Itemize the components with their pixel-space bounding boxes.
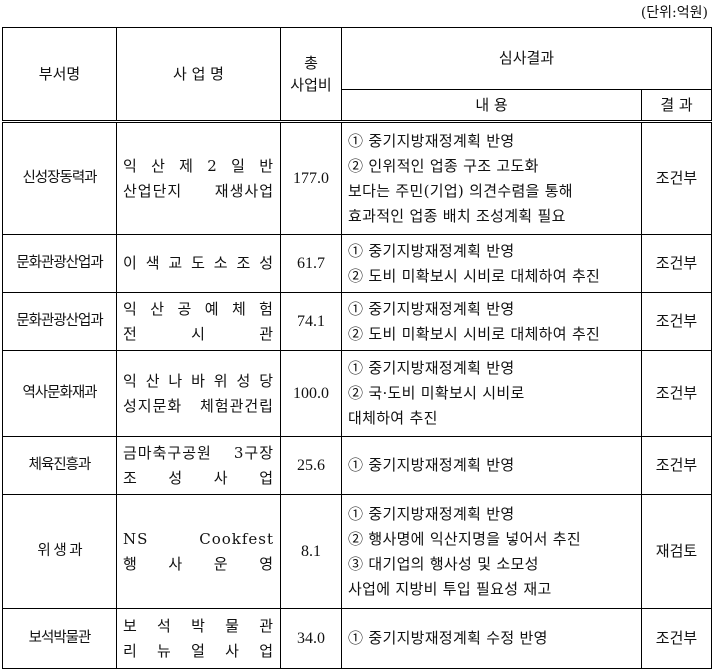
result-cell: 조건부: [640, 436, 713, 495]
table-body: 신성장동력과 익 산 제 2 일 반 산업단지 재생사업 177.0 ① 중기지방재정계…: [2, 121, 713, 669]
dept-cell: 위 생 과: [2, 494, 117, 609]
content-line: ① 중기지방재정계획 반영: [348, 456, 515, 474]
content-line: ③ 대기업의 행사성 및 소모성: [348, 554, 539, 573]
project-line: 보 석 박 물 관: [123, 616, 274, 635]
content-line: ① 중기지방재정계획 반영: [348, 131, 515, 150]
content-line: ② 인위적인 업종 구조 고도화: [348, 156, 539, 175]
result-cell: 재검토: [640, 494, 713, 609]
content-line: ② 행사명에 익산지명을 넣어서 추진: [348, 529, 581, 548]
project-line: 익 산 나 바 위 성 당: [123, 371, 274, 390]
dept-cell: 문화관광산업과: [2, 234, 117, 293]
project-line: 성지문화 체험관건립: [123, 396, 274, 415]
project-cell: NS Cookfest 행 사 운 영: [116, 494, 281, 609]
table-row: 체육진흥과 금마축구공원 3구장 조 성 사 업 25.6 ① 중기지방재정계획 반영 조…: [2, 436, 713, 495]
header-cost-line2: 사업비: [290, 76, 332, 94]
result-cell: 조건부: [640, 292, 713, 351]
project-line: 조 성 사 업: [123, 468, 274, 487]
project-line: 익 산 공 예 체 험: [123, 299, 274, 318]
content-cell: ① 중기지방재정계획 수정 반영: [341, 608, 642, 669]
table-row: 위 생 과 NS Cookfest 행 사 운 영 8.1 ① 중기지방재정계획 반영 ②…: [2, 494, 713, 609]
result-cell: 조건부: [640, 350, 713, 437]
content-cell: ① 중기지방재정계획 반영: [341, 436, 642, 495]
content-line: ① 중기지방재정계획 반영: [348, 241, 515, 260]
content-line: 사업에 지방비 투입 필요성 재고: [348, 579, 552, 598]
dept-cell: 문화관광산업과: [2, 292, 117, 351]
content-line: ② 국·도비 미확보시 시비로: [348, 384, 525, 402]
header-dept: 부서명: [2, 27, 117, 123]
header-review: 심사결과: [340, 27, 713, 90]
project-line: 이 색 교 도 소 조 성: [123, 254, 274, 272]
header-cost: 총 사업비: [280, 27, 342, 123]
project-line: 산업단지 재생사업: [123, 181, 274, 200]
header-cost-line1: 총: [304, 54, 318, 72]
content-cell: ① 중기지방재정계획 반영 ② 도비 미확보시 시비로 대체하여 추진: [341, 234, 642, 293]
cost-cell: 34.0: [280, 608, 342, 669]
dept-cell: 역사문화재과: [2, 350, 117, 437]
content-line: ① 중기지방재정계획 반영: [348, 359, 515, 377]
review-results-table: 부서명 사 업 명 총 사업비 심사결과 내 용 결 과 신성장동력과 익 산 제…: [2, 27, 713, 669]
cost-cell: 177.0: [280, 121, 342, 235]
content-line: ② 도비 미확보시 시비로 대체하여 추진: [348, 324, 601, 343]
content-line: 효과적인 업종 배치 조성계획 필요: [348, 206, 566, 225]
table-row: 문화관광산업과 이 색 교 도 소 조 성 61.7 ① 중기지방재정계획 반영 ② 도…: [2, 234, 713, 293]
project-line: 행 사 운 영: [123, 554, 274, 573]
content-line: ① 중기지방재정계획 반영: [348, 299, 515, 318]
unit-label: (단위:억원): [640, 5, 708, 21]
content-line: ① 중기지방재정계획 수정 반영: [348, 629, 548, 647]
cost-cell: 100.0: [280, 350, 342, 437]
cost-cell: 61.7: [280, 234, 342, 293]
cost-cell: 74.1: [280, 292, 342, 351]
cost-cell: 8.1: [280, 494, 342, 609]
header-project: 사 업 명: [116, 27, 281, 123]
project-line: 리 뉴 얼 사 업: [123, 641, 274, 660]
header-content: 내 용: [341, 89, 642, 123]
dept-cell: 보석박물관: [2, 608, 117, 669]
project-line: 금마축구공원 3구장: [123, 443, 274, 462]
dept-cell: 체육진흥과: [2, 436, 117, 495]
project-line: NS Cookfest: [123, 529, 274, 548]
cost-cell: 25.6: [280, 436, 342, 495]
project-line: 전 시 관: [123, 324, 274, 343]
result-cell: 조건부: [640, 121, 713, 235]
content-line: ① 중기지방재정계획 반영: [348, 504, 515, 523]
table-row: 신성장동력과 익 산 제 2 일 반 산업단지 재생사업 177.0 ① 중기지방재정계…: [2, 121, 713, 235]
content-line: 보다는 주민(기업) 의견수렴을 통해: [348, 181, 573, 200]
project-line: 익 산 제 2 일 반: [123, 156, 274, 175]
dept-cell: 신성장동력과: [2, 121, 117, 235]
result-cell: 조건부: [640, 234, 713, 293]
content-line: 대체하여 추진: [348, 409, 438, 427]
result-cell: 조건부: [640, 608, 713, 669]
content-cell: ① 중기지방재정계획 반영 ② 행사명에 익산지명을 넣어서 추진 ③ 대기업의 행…: [341, 494, 642, 609]
header-result: 결 과: [640, 89, 713, 123]
content-cell: ① 중기지방재정계획 반영 ② 도비 미확보시 시비로 대체하여 추진: [341, 292, 642, 351]
content-line: ② 도비 미확보시 시비로 대체하여 추진: [348, 266, 601, 285]
table-row: 역사문화재과 익 산 나 바 위 성 당 성지문화 체험관건립 100.0 ① 중기지방…: [2, 350, 713, 437]
project-cell: 이 색 교 도 소 조 성: [116, 234, 281, 293]
